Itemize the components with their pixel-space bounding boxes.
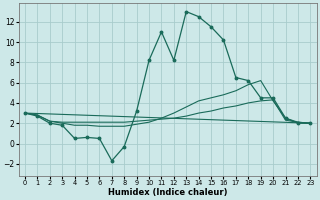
X-axis label: Humidex (Indice chaleur): Humidex (Indice chaleur) [108, 188, 228, 197]
